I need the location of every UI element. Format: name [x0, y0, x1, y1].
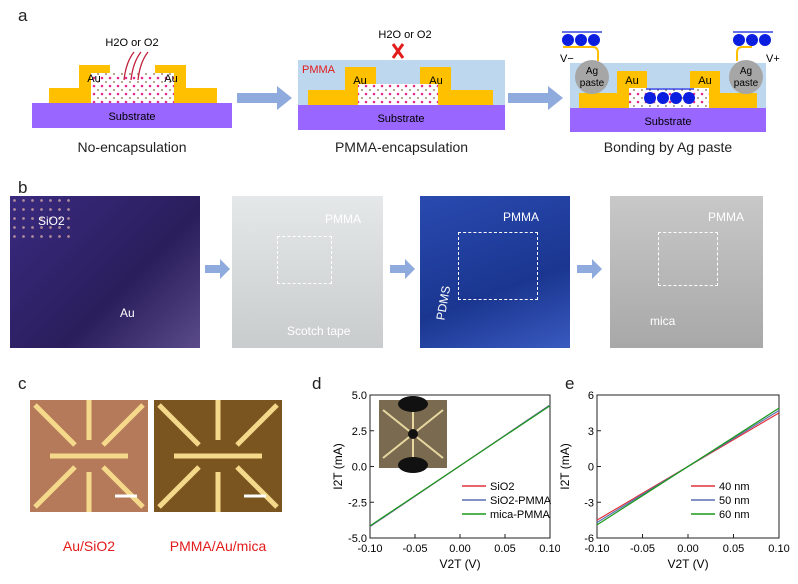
series-line-2 — [596, 407, 780, 526]
panel-a-label: a — [18, 6, 28, 25]
chart-e: -0.10 -0.05 0.00 0.05 0.10 -6 -3 0 3 6 40 nm 50 nm 6… — [560, 390, 790, 571]
caption-ag-paste: Bonding by Ag paste — [603, 139, 733, 155]
svg-text:paste: paste — [734, 78, 759, 89]
y-tick-label: -6 — [584, 533, 594, 545]
v-minus-label: V− — [560, 53, 574, 65]
panel-c-label: c — [18, 374, 27, 393]
x-tick-label: -0.10 — [584, 543, 609, 555]
legend-label: 60 nm — [719, 509, 750, 521]
y-axis-label: I2T (mA) — [560, 443, 572, 489]
legend-label: 50 nm — [719, 495, 750, 507]
optical-images — [30, 400, 282, 512]
legend-label: SiO2 — [490, 481, 514, 493]
x-tick-label: 0.10 — [539, 543, 560, 555]
y-tick-label: 0 — [588, 462, 594, 474]
legend-label: SiO2-PMMA — [490, 495, 552, 507]
arrow-icon — [237, 86, 292, 110]
arrow-icon — [390, 259, 415, 279]
x-tick-label: 0.05 — [494, 543, 515, 555]
x-tick-label: 0.00 — [677, 543, 698, 555]
x-tick-label: -0.10 — [357, 543, 382, 555]
svg-text:paste: paste — [580, 78, 605, 89]
x-tick-label: -0.05 — [402, 543, 427, 555]
panel-d-label: d — [312, 374, 322, 393]
arrow-icon — [205, 259, 230, 279]
encapsulation-schematic: Substrate Au Au H2O or O2 Substrate Au A… — [32, 29, 780, 132]
svg-text:Au: Au — [698, 75, 711, 87]
arrow-icon — [508, 86, 563, 110]
caption-no-encapsulation: No-encapsulation — [77, 139, 187, 155]
no-encapsulation-diagram: Substrate Au Au H2O or O2 — [32, 37, 232, 128]
y-tick-label: 0.0 — [352, 462, 367, 474]
y-tick-label: 5.0 — [352, 390, 367, 402]
panel-e-label: e — [565, 374, 575, 393]
legend-label: 40 nm — [719, 481, 750, 493]
y-tick-label: 3 — [588, 426, 594, 438]
pmma-label: PMMA — [302, 64, 336, 76]
panel-b-label: b — [18, 178, 28, 197]
inset-image — [379, 396, 447, 473]
x-tick-label: 0.05 — [723, 543, 744, 555]
photo-pdms: PMMA PDMS — [420, 196, 570, 348]
caption-au-sio2: Au/SiO2 — [62, 538, 116, 554]
gas-label: H2O or O2 — [105, 37, 158, 49]
series-line-2 — [369, 405, 551, 527]
x-tick-label: -0.05 — [630, 543, 655, 555]
svg-text:H2O or O2: H2O or O2 — [378, 29, 431, 41]
y-tick-label: 6 — [588, 390, 594, 402]
svg-text:Substrate: Substrate — [377, 113, 424, 125]
svg-text:Au: Au — [625, 75, 638, 87]
y-tick-label: -2.5 — [348, 497, 367, 509]
x-axis-label: V2T (V) — [439, 557, 480, 571]
svg-text:Substrate: Substrate — [644, 116, 691, 128]
caption-pmma-encapsulation: PMMA-encapsulation — [334, 139, 469, 155]
caption-pmma-au-mica: PMMA/Au/mica — [169, 538, 267, 554]
y-tick-label: -5.0 — [348, 533, 367, 545]
y-tick-label: -3 — [584, 497, 594, 509]
x-tick-label: 0.10 — [768, 543, 789, 555]
svg-text:Ag: Ag — [586, 66, 598, 77]
electron-icons — [562, 34, 771, 104]
substrate-label: Substrate — [108, 111, 155, 123]
y-axis-label: I2T (mA) — [331, 443, 345, 489]
gas-arrows — [123, 51, 149, 81]
arrow-icon — [577, 259, 602, 279]
legend-label: mica-PMMA — [490, 509, 551, 521]
svg-text:Au: Au — [353, 75, 366, 87]
v-plus-label: V+ — [766, 53, 780, 65]
svg-text:Au: Au — [87, 73, 100, 85]
svg-text:Au: Au — [164, 73, 177, 85]
svg-text:Au: Au — [429, 75, 442, 87]
blocked-icon — [391, 43, 405, 59]
photo-mica: PMMA mica — [610, 196, 763, 348]
x-axis-label: V2T (V) — [667, 557, 708, 571]
y-tick-label: 2.5 — [352, 426, 367, 438]
ag-paste-bonding-diagram: Substrate Au Au Ag paste Ag paste V− V+ — [560, 31, 780, 132]
svg-text:Ag: Ag — [740, 66, 752, 77]
chart-d: -0.10 -0.05 0.00 0.05 0.10 -5.0 -2.5 0.0 2.5 5.0 S… — [331, 390, 560, 571]
photo-sio2: SiO2 Au — [10, 196, 200, 348]
pmma-encapsulation-diagram: Substrate Au Au PMMA H2O or O2 — [298, 29, 505, 130]
x-tick-label: 0.00 — [449, 543, 470, 555]
photo-scotch-tape: PMMA Scotch tape — [232, 196, 383, 348]
